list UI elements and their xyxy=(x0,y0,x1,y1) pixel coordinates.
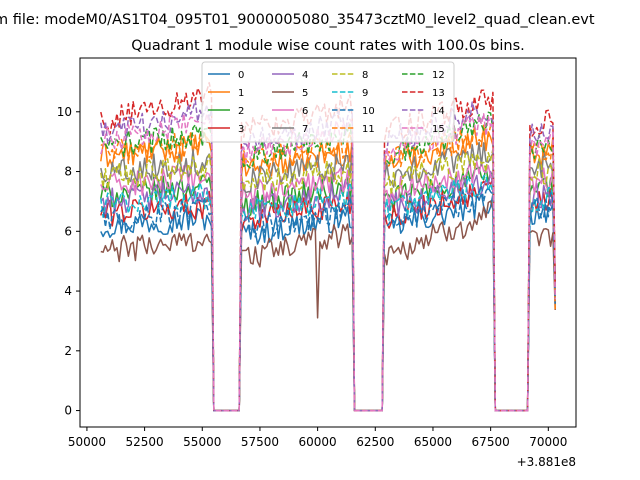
legend-label-0: 0 xyxy=(238,70,244,81)
legend-label-14: 14 xyxy=(432,106,445,117)
legend-label-15: 15 xyxy=(432,124,445,135)
legend-label-6: 6 xyxy=(302,106,308,117)
series-line-14 xyxy=(100,99,556,412)
legend-label-8: 8 xyxy=(362,70,368,81)
y-axis: 0 2 4 6 8 10 xyxy=(57,105,80,418)
legend-label-1: 1 xyxy=(238,88,244,99)
x-axis: 50000 52500 55000 57500 60000 62500 65000 67500… xyxy=(68,427,567,449)
series-line-8 xyxy=(100,148,556,412)
x-tick-label: 67500 xyxy=(472,435,510,449)
legend-label-4: 4 xyxy=(302,70,308,81)
legend-label-10: 10 xyxy=(362,106,375,117)
legend-label-11: 11 xyxy=(362,124,375,135)
series-line-15 xyxy=(100,112,556,412)
legend-label-3: 3 xyxy=(238,124,244,135)
chart-title: Quadrant 1 module wise count rates with … xyxy=(131,38,525,54)
figure-suptitle: m file: modeM0/AS1T04_095T01_9000005080_… xyxy=(0,12,595,28)
x-tick-label: 52500 xyxy=(126,435,164,449)
legend-label-13: 13 xyxy=(432,88,445,99)
legend-label-5: 5 xyxy=(302,88,308,99)
x-tick-label: 57500 xyxy=(241,435,279,449)
x-tick-label: 65000 xyxy=(414,435,452,449)
y-tick-label: 10 xyxy=(57,105,72,119)
plot-frame xyxy=(79,57,577,428)
y-tick-label: 6 xyxy=(64,224,72,238)
y-tick-label: 4 xyxy=(64,284,72,298)
series-line-11 xyxy=(100,120,556,412)
x-tick-label: 60000 xyxy=(299,435,337,449)
series-line-4 xyxy=(100,170,556,412)
legend-label-9: 9 xyxy=(362,88,368,99)
series-line-2 xyxy=(100,165,556,412)
legend-label-12: 12 xyxy=(432,70,445,81)
x-tick-label: 70000 xyxy=(529,435,567,449)
series-line-5 xyxy=(100,200,556,412)
x-offset-label: +3.881e8 xyxy=(517,455,576,469)
series-line-6 xyxy=(100,160,556,412)
y-tick-label: 0 xyxy=(64,404,72,418)
series-line-10 xyxy=(100,185,556,412)
x-tick-label: 50000 xyxy=(68,435,106,449)
x-tick-label: 62500 xyxy=(356,435,394,449)
legend-box xyxy=(201,61,455,143)
x-tick-label: 55000 xyxy=(183,435,221,449)
y-tick-label: 2 xyxy=(64,344,72,358)
legend-label-2: 2 xyxy=(238,106,244,117)
y-tick-label: 8 xyxy=(64,165,72,179)
legend-label-7: 7 xyxy=(302,124,308,135)
